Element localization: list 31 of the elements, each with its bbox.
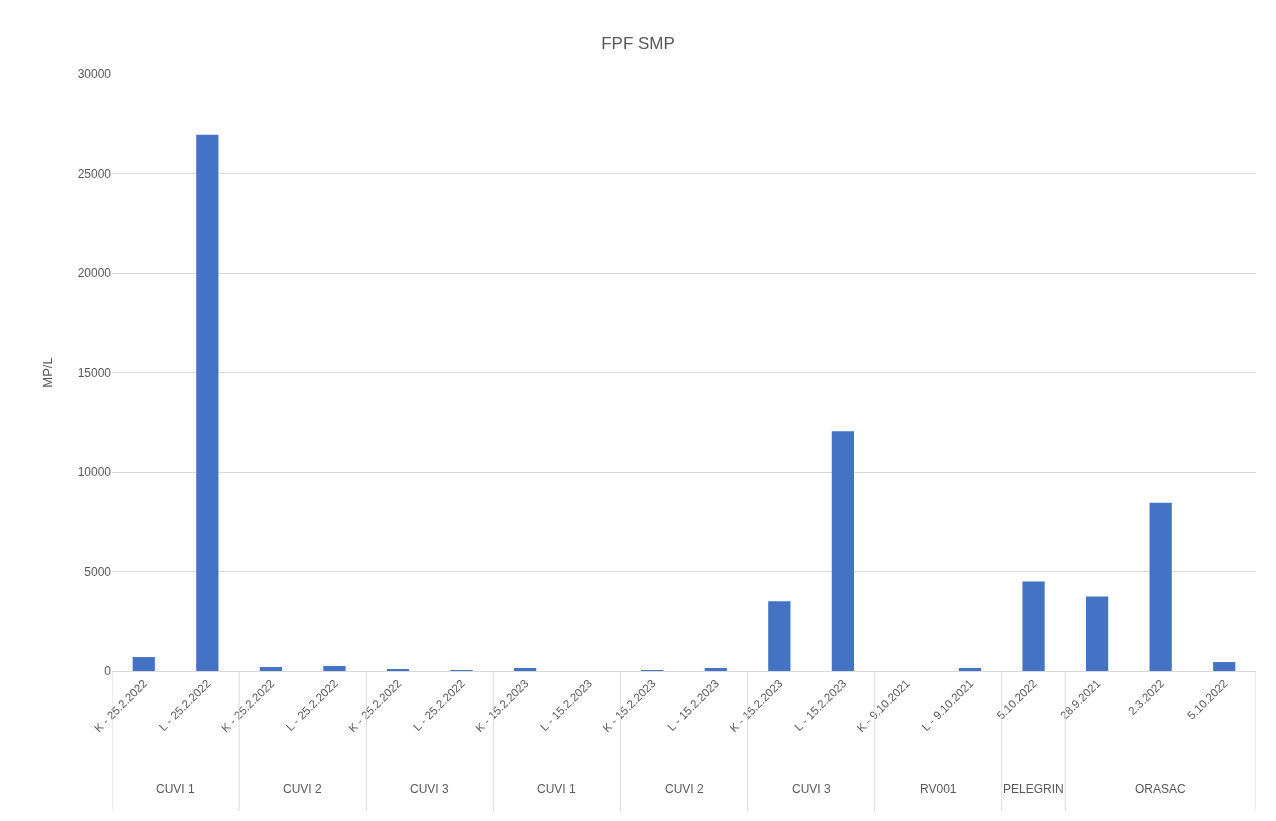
bar	[958, 668, 982, 671]
bar	[323, 666, 346, 671]
text: PELEGRIN	[1003, 782, 1064, 796]
y-tick-label: 0	[104, 664, 112, 679]
bar	[1022, 581, 1045, 671]
text: RV001	[920, 782, 957, 796]
y-axis-title: MP/L	[39, 357, 55, 388]
y-tick-label: 30000	[77, 67, 112, 82]
text: CUVI 3	[410, 782, 449, 796]
bar	[1149, 502, 1172, 671]
bar	[768, 601, 791, 671]
bar	[1213, 662, 1236, 671]
bar	[704, 668, 727, 671]
bar	[196, 134, 219, 671]
bar	[831, 431, 855, 671]
bar	[1085, 596, 1109, 671]
bar	[132, 657, 155, 671]
bar	[259, 667, 283, 671]
y-tick-label: 25000	[77, 166, 112, 181]
text: CUVI 2	[283, 782, 322, 796]
chart-title: FPF SMP	[601, 33, 675, 53]
y-tick-label: 10000	[77, 465, 112, 480]
bar	[513, 668, 537, 671]
y-tick-label: 15000	[77, 365, 112, 380]
text: CUVI 2	[665, 782, 704, 796]
text: ORASAC	[1135, 782, 1187, 796]
text: CUVI 1	[156, 782, 195, 796]
text: CUVI 3	[792, 782, 831, 796]
text: CUVI 1	[537, 782, 576, 796]
y-tick-label: 5000	[84, 564, 112, 579]
y-tick-label: 20000	[77, 266, 112, 281]
